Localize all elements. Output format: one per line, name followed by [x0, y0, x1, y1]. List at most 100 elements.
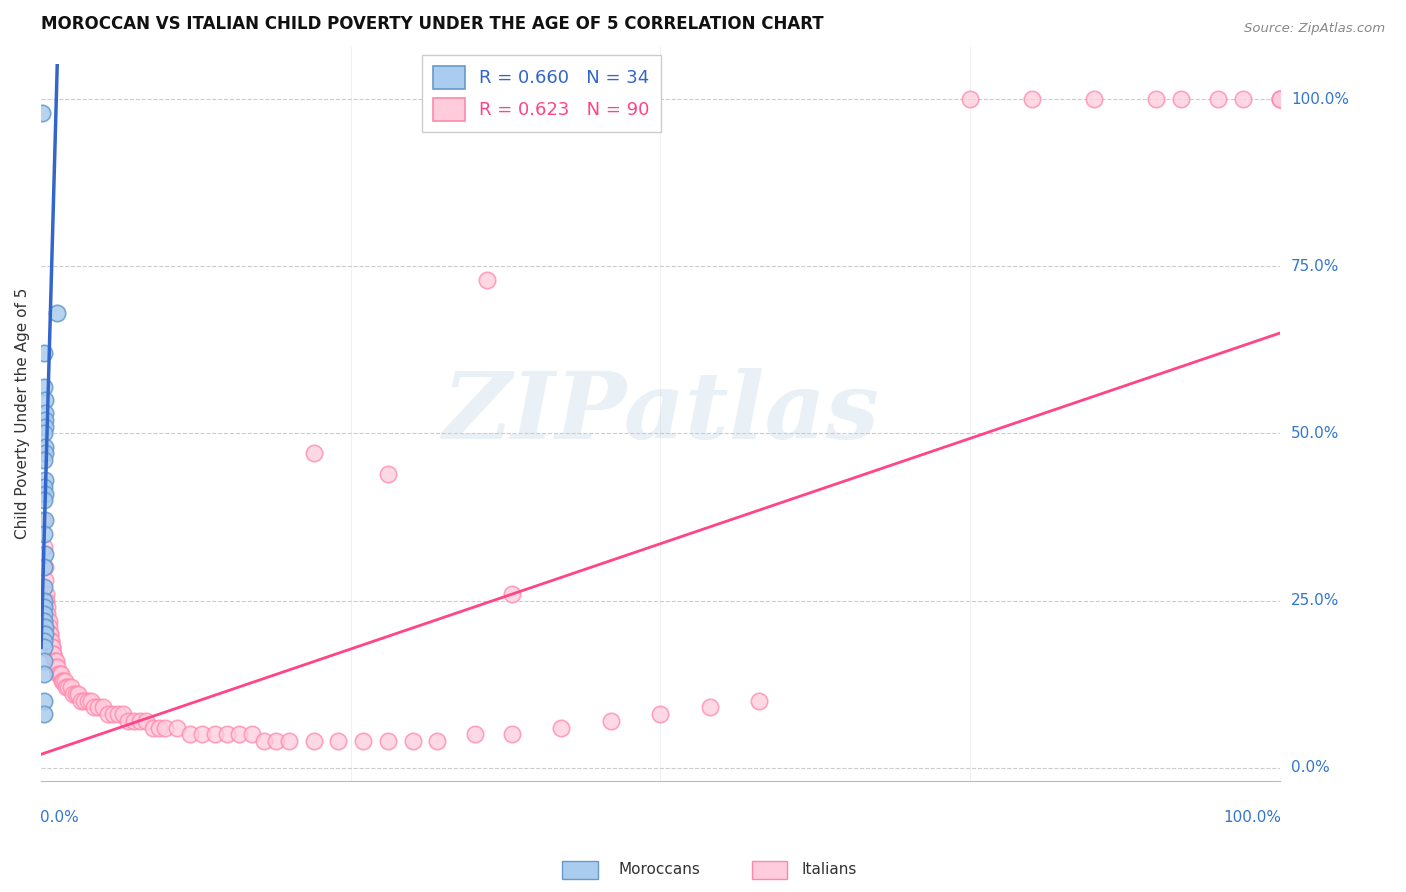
Point: [39, 633, 62, 648]
Point: [34, 392, 56, 407]
Point: [32, 560, 55, 574]
Point: [650, 707, 672, 722]
Point: [34, 513, 56, 527]
Text: 25.0%: 25.0%: [1291, 593, 1339, 608]
Point: [87, 700, 110, 714]
Point: [91, 700, 114, 714]
Text: 0.0%: 0.0%: [1291, 760, 1330, 775]
Text: 50.0%: 50.0%: [1291, 425, 1339, 441]
Point: [464, 727, 486, 741]
Point: [37, 600, 59, 615]
Point: [129, 714, 152, 728]
Point: [53, 673, 76, 688]
Point: [32, 493, 55, 508]
Point: [52, 673, 75, 688]
Point: [44, 654, 66, 668]
Point: [34, 547, 56, 561]
Point: [51, 673, 73, 688]
Point: [34, 406, 56, 420]
Point: [101, 707, 124, 722]
Point: [328, 734, 350, 748]
Point: [377, 734, 399, 748]
Point: [44, 654, 66, 668]
Text: 100.0%: 100.0%: [1291, 92, 1348, 107]
Legend: R = 0.660   N = 34, R = 0.623   N = 90: R = 0.660 N = 34, R = 0.623 N = 90: [422, 54, 661, 132]
Point: [550, 721, 572, 735]
Point: [42, 647, 65, 661]
Point: [38, 620, 60, 634]
Point: [599, 714, 621, 728]
Point: [32, 426, 55, 441]
Point: [32, 346, 55, 360]
Point: [46, 660, 69, 674]
Point: [142, 721, 165, 735]
Text: Moroccans: Moroccans: [619, 863, 700, 877]
Point: [34, 473, 56, 487]
Point: [34, 620, 56, 634]
Point: [34, 560, 56, 574]
Text: 0.0%: 0.0%: [39, 811, 79, 825]
Point: [73, 694, 96, 708]
Point: [215, 727, 238, 741]
Point: [32, 526, 55, 541]
Point: [34, 446, 56, 460]
Point: [111, 707, 134, 722]
Point: [35, 587, 58, 601]
Point: [1021, 92, 1043, 106]
Point: [55, 681, 77, 695]
Point: [34, 627, 56, 641]
Text: MOROCCAN VS ITALIAN CHILD POVERTY UNDER THE AGE OF 5 CORRELATION CHART: MOROCCAN VS ITALIAN CHILD POVERTY UNDER …: [41, 15, 824, 33]
Point: [352, 734, 374, 748]
Point: [748, 694, 770, 708]
Text: Source: ZipAtlas.com: Source: ZipAtlas.com: [1244, 22, 1385, 36]
Y-axis label: Child Poverty Under the Age of 5: Child Poverty Under the Age of 5: [15, 287, 30, 539]
Point: [34, 574, 56, 588]
Point: [32, 540, 55, 554]
Point: [65, 687, 87, 701]
Point: [253, 734, 276, 748]
Point: [38, 627, 60, 641]
Point: [122, 714, 145, 728]
Point: [38, 614, 60, 628]
Point: [107, 707, 129, 722]
Point: [240, 727, 263, 741]
Point: [34, 440, 56, 454]
Point: [58, 681, 80, 695]
Point: [153, 721, 176, 735]
Point: [34, 486, 56, 500]
Point: [32, 640, 55, 655]
Point: [67, 687, 90, 701]
Point: [1206, 92, 1229, 106]
Point: [1083, 92, 1105, 106]
Point: [1144, 92, 1167, 106]
Point: [699, 700, 721, 714]
Point: [42, 647, 65, 661]
Point: [501, 727, 523, 741]
Point: [501, 587, 523, 601]
Point: [31, 105, 53, 120]
Point: [31, 513, 53, 527]
Text: ZIPatlas: ZIPatlas: [441, 368, 879, 458]
Point: [1268, 92, 1291, 106]
Point: [135, 714, 157, 728]
Point: [204, 727, 226, 741]
Point: [32, 633, 55, 648]
Point: [166, 721, 188, 735]
Point: [32, 667, 55, 681]
Point: [32, 627, 55, 641]
Point: [34, 419, 56, 434]
Text: Italians: Italians: [801, 863, 856, 877]
Point: [32, 707, 55, 722]
Point: [49, 667, 72, 681]
Point: [117, 714, 139, 728]
Point: [32, 593, 55, 607]
Point: [41, 640, 63, 655]
Point: [32, 600, 55, 615]
Point: [32, 607, 55, 621]
Point: [35, 593, 58, 607]
Point: [37, 607, 59, 621]
Point: [48, 667, 70, 681]
Point: [228, 727, 250, 741]
Point: [266, 734, 288, 748]
Point: [32, 480, 55, 494]
